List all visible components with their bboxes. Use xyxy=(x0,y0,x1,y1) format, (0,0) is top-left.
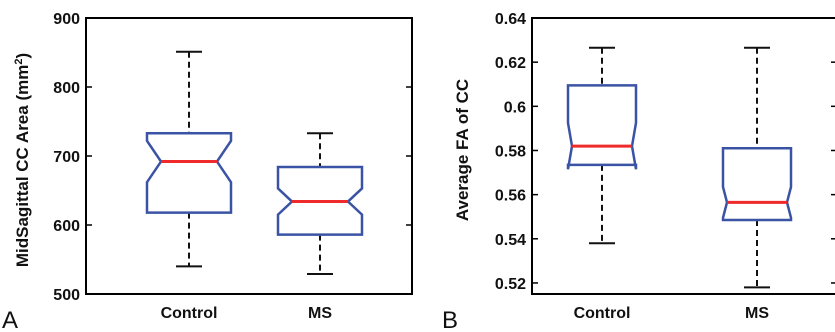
panel-b-letter: B xyxy=(442,307,458,332)
panel-a-y-axis-title-end: ) xyxy=(13,53,32,59)
panel-b-y-tick-label: 0.52 xyxy=(495,276,526,293)
panel-b-category-label: Control xyxy=(574,305,631,322)
panel-a-y-tick-label: 700 xyxy=(53,149,80,166)
panel-a-y-tick-label: 900 xyxy=(53,11,80,28)
panel-b-box xyxy=(721,147,793,222)
panel-b-y-tick-label: 0.54 xyxy=(495,232,526,249)
panel-a-y-axis-title: MidSagittal CC Area (mm2) xyxy=(13,53,32,267)
panel-b-plot: 0.52 0.54 0.56 0.58 0.6 0.62 0.64 Control MS xyxy=(495,11,835,322)
panel-a-y-tick-label: 500 xyxy=(53,287,80,304)
panel-b-box xyxy=(566,84,638,170)
panel-a-y-tick-label: 800 xyxy=(53,80,80,97)
panel-a-letter: A xyxy=(2,307,18,332)
panel-b-y-tick-label: 0.58 xyxy=(495,143,526,160)
panel-a-y-tick-label: 600 xyxy=(53,218,80,235)
panel-a-category-label: Control xyxy=(161,305,218,322)
panel-b-axes-frame xyxy=(531,17,835,295)
panel-a-y-axis-title-sup: 2 xyxy=(13,59,25,65)
panel-a-box xyxy=(145,131,233,214)
panel-b-y-tick-label: 0.62 xyxy=(495,55,526,72)
panel-b-y-tick-label: 0.64 xyxy=(495,11,526,28)
panel-b-y-tick-label: 0.56 xyxy=(495,188,526,205)
panel-a-category-label: MS xyxy=(308,305,332,322)
panel-a-axes-frame xyxy=(85,17,413,295)
panel-b-y-axis-title: Average FA of CC xyxy=(453,79,472,221)
panel-b-category-label: MS xyxy=(745,305,769,322)
panel-a-plot: 500 600 700 800 900 Control MS xyxy=(53,11,413,322)
panel-a-y-axis-title-main: MidSagittal CC Area (mm xyxy=(13,65,32,267)
panel-b-y-tick-label: 0.6 xyxy=(504,99,526,116)
